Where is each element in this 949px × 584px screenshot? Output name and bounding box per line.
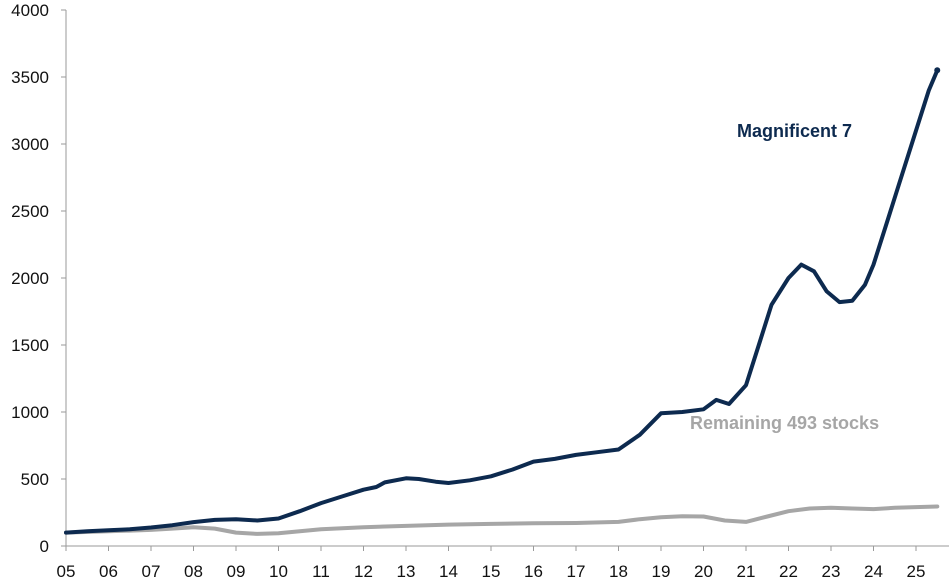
series-end-point xyxy=(934,67,941,74)
series-label-remaining-493: Remaining 493 stocks xyxy=(690,413,879,433)
y-tick-label: 1000 xyxy=(11,403,49,422)
series-labels: Magnificent 7 Remaining 493 stocks xyxy=(690,121,879,433)
series-line-magnificent-7 xyxy=(64,68,940,535)
x-tick-label: 06 xyxy=(99,562,118,581)
y-tick-label: 3500 xyxy=(11,68,49,87)
x-tick-label: 17 xyxy=(567,562,586,581)
y-tick-label: 2000 xyxy=(11,269,49,288)
x-tick-label: 23 xyxy=(822,562,841,581)
x-tick-label: 08 xyxy=(184,562,203,581)
y-tick-label: 3000 xyxy=(11,135,49,154)
x-tick-label: 25 xyxy=(907,562,926,581)
y-tick-label: 500 xyxy=(21,470,49,489)
y-tick-label: 2500 xyxy=(11,202,49,221)
series-lines xyxy=(64,67,941,536)
x-tick-label: 13 xyxy=(397,562,416,581)
series-line-remaining-493 xyxy=(64,504,940,536)
y-tick-label: 1500 xyxy=(11,336,49,355)
y-tick-label: 4000 xyxy=(11,1,49,20)
series-label-magnificent-7: Magnificent 7 xyxy=(737,121,852,141)
x-tick-label: 14 xyxy=(439,562,458,581)
x-tick-label: 11 xyxy=(312,562,330,581)
x-tick-label: 09 xyxy=(227,562,246,581)
x-tick-label: 18 xyxy=(609,562,628,581)
x-tick-label: 24 xyxy=(864,562,883,581)
x-axis-ticks: 05 06 07 08 09 10 11 12 13 14 15 16 17 18 19 20 21 22 23 24… xyxy=(57,546,926,581)
x-tick-label: 12 xyxy=(354,562,373,581)
x-tick-label: 05 xyxy=(57,562,76,581)
x-tick-label: 07 xyxy=(142,562,161,581)
x-tick-label: 10 xyxy=(269,562,288,581)
x-tick-label: 20 xyxy=(694,562,713,581)
x-tick-label: 19 xyxy=(652,562,671,581)
x-tick-label: 22 xyxy=(779,562,798,581)
x-tick-label: 15 xyxy=(482,562,501,581)
x-tick-label: 21 xyxy=(737,562,756,581)
y-tick-label: 0 xyxy=(40,537,49,556)
x-tick-label: 16 xyxy=(524,562,543,581)
y-axis-ticks: 0 500 1000 1500 2000 2500 3000 3500 4000 xyxy=(11,1,66,556)
